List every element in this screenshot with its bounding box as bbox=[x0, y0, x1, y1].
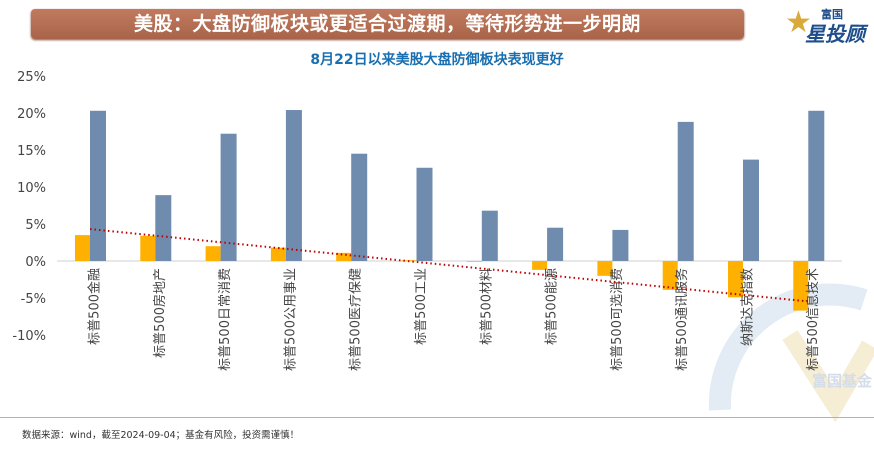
bar-series-a bbox=[728, 261, 743, 298]
brand-logo: ★ 富国 星投顾 bbox=[785, 4, 865, 47]
footer-divider bbox=[0, 417, 874, 418]
trendline bbox=[89, 228, 809, 303]
bar-series-b bbox=[547, 227, 564, 261]
y-tick-label: 10% bbox=[17, 181, 46, 196]
x-tick-label: 标普500公用事业 bbox=[283, 268, 298, 371]
y-tick-label: 25% bbox=[17, 70, 46, 85]
watermark-logo-mark bbox=[782, 330, 874, 423]
x-tick-label: 标普500材料 bbox=[479, 268, 494, 345]
x-tick-label: 标普500可选消费 bbox=[610, 268, 625, 371]
bar-series-b bbox=[677, 121, 694, 261]
x-tick-label: 标普500工业 bbox=[414, 268, 429, 345]
bar-series-b bbox=[808, 110, 825, 261]
bar-series-a bbox=[270, 247, 286, 261]
x-tick-label: 标普500日常消费 bbox=[218, 268, 233, 371]
bar-series-a bbox=[205, 246, 221, 261]
bar-series-b bbox=[481, 210, 498, 261]
logo-text-top: 富国 bbox=[821, 8, 843, 21]
bar-series-a bbox=[793, 261, 809, 311]
y-tick-label: 20% bbox=[17, 107, 46, 122]
bar-series-b bbox=[743, 159, 759, 261]
slide-title-banner: 美股：大盘防御板块或更适合过渡期，等待形势进一步明朗 bbox=[31, 9, 744, 39]
bar-series-a bbox=[140, 235, 156, 261]
bar-series-a bbox=[597, 261, 613, 276]
bar-series-b bbox=[351, 153, 368, 261]
x-tick-label: 标普500医疗保健 bbox=[349, 268, 364, 371]
y-tick-label: 5% bbox=[25, 218, 46, 233]
bar-series-b bbox=[612, 229, 629, 261]
bar-series-b bbox=[90, 110, 106, 261]
chart-title: 8月22日以来美股大盘防御板块表现更好 bbox=[310, 52, 564, 68]
x-tick-label: 标普500金融 bbox=[87, 268, 103, 345]
bar-series-b bbox=[155, 195, 172, 261]
watermark-text: 富国基金 bbox=[812, 372, 873, 390]
y-tick-label: 15% bbox=[17, 144, 46, 159]
bar-series-a bbox=[662, 261, 678, 290]
bar-series-b bbox=[285, 110, 302, 261]
x-tick-label: 标普500信息技术 bbox=[805, 268, 821, 371]
star-icon: ★ bbox=[785, 5, 812, 40]
bar-series-a bbox=[532, 261, 548, 270]
logo-text-main: 星投顾 bbox=[805, 22, 865, 46]
y-tick-label: -5% bbox=[21, 292, 46, 307]
x-tick-label: 标普500房地产 bbox=[152, 268, 168, 358]
watermark-logo-ring bbox=[708, 283, 868, 411]
x-tick-label: 标普500通讯服务 bbox=[674, 268, 690, 371]
x-tick-label: 标普500能源 bbox=[545, 268, 560, 345]
x-tick-label: 纳斯达克指数 bbox=[741, 268, 756, 346]
bar-series-a bbox=[466, 261, 482, 262]
bar-series-a bbox=[75, 235, 90, 261]
y-tick-label: 0% bbox=[25, 255, 46, 270]
data-source-note: 数据来源：wind，截至2024-09-04；基金有风险，投资需谨慎！ bbox=[22, 430, 300, 441]
y-tick-label: -10% bbox=[12, 329, 46, 344]
bar-series-b bbox=[416, 167, 433, 261]
bar-series-b bbox=[220, 133, 237, 261]
bar-series-a bbox=[336, 252, 352, 261]
